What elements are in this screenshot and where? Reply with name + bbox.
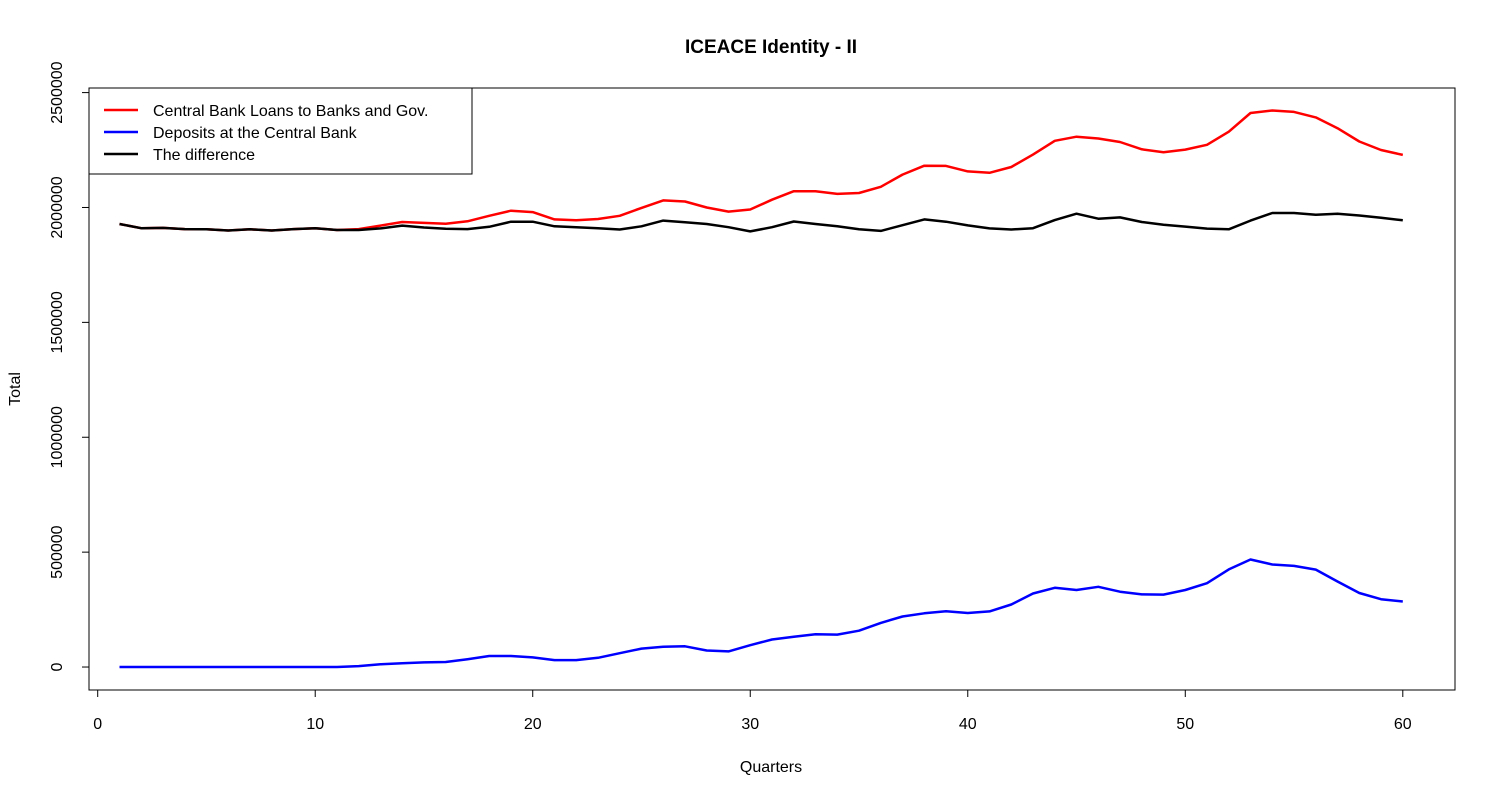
x-tick-label: 50 bbox=[1176, 716, 1194, 733]
series-line-3 bbox=[119, 211, 1403, 233]
y-axis: 0 500000 1000000 1500000 2000000 2500000 bbox=[49, 61, 90, 671]
legend-box bbox=[88, 87, 473, 175]
y-tick-label: 0 bbox=[49, 662, 66, 671]
x-axis-title: Quarters bbox=[740, 759, 802, 776]
y-tick-label: 1000000 bbox=[49, 406, 66, 468]
y-tick-label: 1500000 bbox=[49, 291, 66, 353]
x-tick-label: 40 bbox=[959, 716, 977, 733]
x-tick-label: 20 bbox=[524, 716, 542, 733]
y-axis-title: Total bbox=[7, 372, 24, 406]
x-tick-label: 60 bbox=[1394, 716, 1412, 733]
y-tick-label: 2000000 bbox=[49, 176, 66, 238]
chart-title: ICEACE Identity - II bbox=[685, 37, 857, 58]
plot-frame bbox=[88, 87, 1456, 691]
x-tick-label: 30 bbox=[741, 716, 759, 733]
x-tick-label: 10 bbox=[306, 716, 324, 733]
y-tick-label: 2500000 bbox=[49, 61, 66, 123]
legend-label-1: Central Bank Loans to Banks and Gov. bbox=[153, 103, 428, 120]
series-layer bbox=[119, 109, 1404, 669]
x-tick-label: 0 bbox=[93, 716, 102, 733]
y-tick-label: 500000 bbox=[49, 525, 66, 578]
x-axis: 0 10 20 30 40 50 60 bbox=[93, 689, 1412, 733]
legend-label-3: The difference bbox=[153, 147, 255, 164]
legend: Central Bank Loans to Banks and Gov. Depo… bbox=[88, 87, 473, 175]
legend-label-2: Deposits at the Central Bank bbox=[153, 125, 358, 142]
series-line-2 bbox=[119, 558, 1403, 669]
